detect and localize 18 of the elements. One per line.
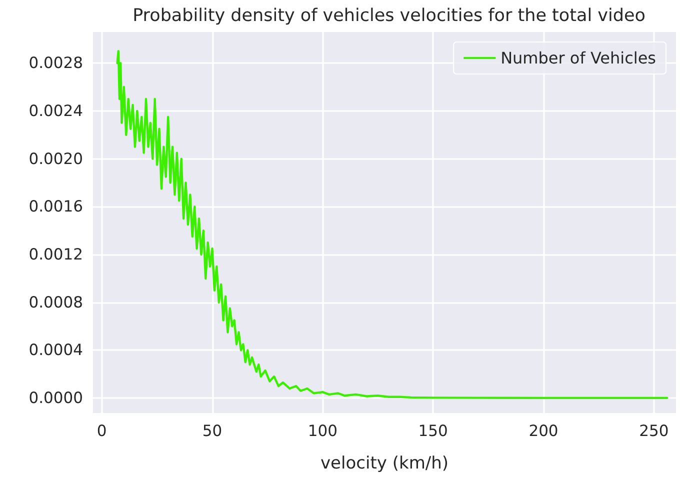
y-tick-label: 0.0012 xyxy=(28,246,83,264)
y-tick-label: 0.0008 xyxy=(28,293,83,312)
x-tick-label: 100 xyxy=(308,422,338,440)
x-tick-label: 50 xyxy=(202,422,222,440)
y-tick-label: 0.0000 xyxy=(28,389,83,408)
x-tick-label: 0 xyxy=(96,422,107,440)
x-tick-label: 150 xyxy=(418,422,448,440)
x-tick-label: 250 xyxy=(639,422,669,440)
chart-title: Probability density of vehicles velocities for the total video xyxy=(132,6,646,26)
y-tick-label: 0.0028 xyxy=(28,54,83,72)
y-tick-label: 0.0020 xyxy=(28,150,83,168)
y-tick-label: 0.0024 xyxy=(28,102,83,120)
y-tick-label: 0.0016 xyxy=(28,198,83,216)
line-series xyxy=(116,50,668,400)
legend-label: Number of Vehicles xyxy=(500,48,656,68)
x-axis-title: velocity (km/h) xyxy=(320,454,449,474)
y-tick-label: 0.0004 xyxy=(28,341,83,360)
x-tick-label: 200 xyxy=(528,422,558,440)
